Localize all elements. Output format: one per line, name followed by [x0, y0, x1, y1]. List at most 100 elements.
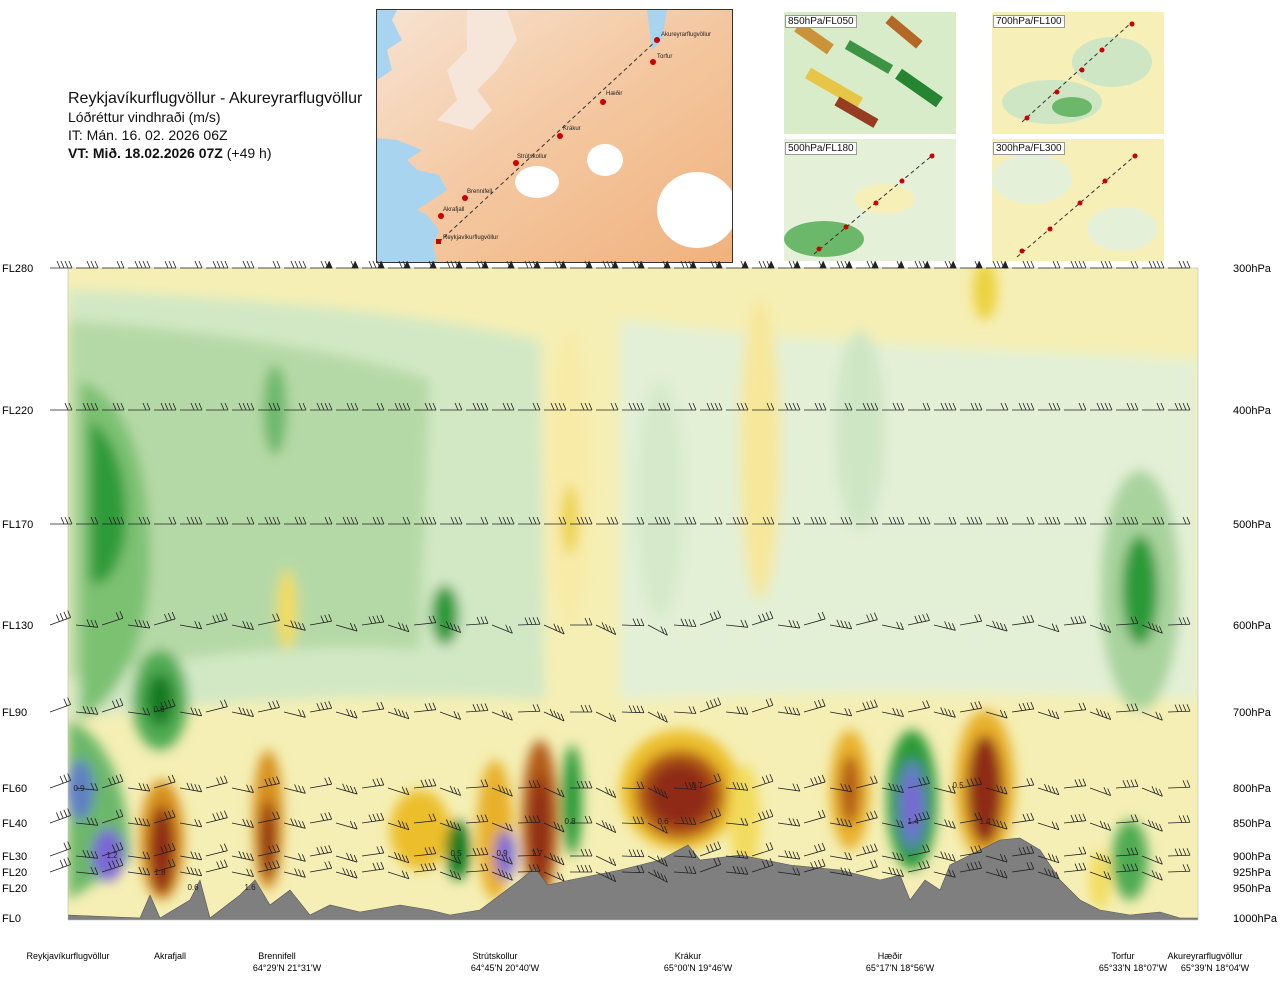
- wind-barb: [49, 773, 72, 789]
- wind-barb: [907, 860, 930, 873]
- wind-barb: [180, 516, 203, 525]
- wind-barb: [1090, 402, 1113, 411]
- wind-barb: [595, 870, 617, 883]
- location-name: Hæðir: [878, 951, 903, 961]
- value-label: 0.9: [73, 784, 85, 793]
- fl-label: FL280: [2, 263, 33, 275]
- value-label: 0.9: [496, 849, 508, 858]
- wind-barb: [621, 618, 645, 627]
- wind-barb: [1063, 862, 1087, 873]
- hpa-label: 500hPa: [1233, 519, 1272, 531]
- title-block: Reykjavíkurflugvöllur - Akureyrarflugvöl…: [68, 90, 362, 162]
- wind-barb: [362, 260, 385, 269]
- hpa-label: 925hPa: [1233, 867, 1272, 879]
- wind-barb: [1141, 711, 1163, 721]
- wind-barb: [1089, 852, 1112, 864]
- value-label: 0.5: [952, 781, 964, 790]
- wind-barb: [127, 817, 151, 827]
- wind-barb: [517, 617, 541, 626]
- wind-barb: [284, 260, 307, 269]
- wind-barb: [959, 614, 983, 626]
- wind-barb: [440, 402, 463, 411]
- wind-barb: [647, 822, 668, 834]
- wind-barb: [544, 402, 567, 411]
- wind-barb: [934, 260, 957, 269]
- wind-barb: [153, 698, 176, 713]
- wind-barb: [1141, 786, 1163, 797]
- wind-barb: [361, 812, 385, 824]
- wind-barb: [439, 869, 462, 880]
- wind-barb: [518, 516, 541, 525]
- wind-barb: [387, 820, 410, 831]
- wind-barb: [388, 516, 411, 525]
- value-label: 0.6: [153, 705, 165, 714]
- thumb-700hpa: 700hPa/FL100: [992, 12, 1164, 134]
- wind-barb: [154, 516, 177, 525]
- wind-barb: [725, 619, 749, 628]
- wind-barb: [49, 857, 72, 873]
- location-coord: 64°45'N 20°40'W: [471, 963, 540, 973]
- wind-barb: [985, 620, 1008, 632]
- wind-barb: [102, 516, 125, 525]
- wind-barb: [413, 702, 437, 713]
- location-coord: 64°29'N 21°31'W: [253, 963, 322, 973]
- wind-barb: [231, 620, 254, 630]
- wind-barb: [128, 402, 151, 411]
- location-name: Krákur: [675, 951, 702, 961]
- wind-barb: [907, 844, 930, 857]
- wind-barb: [491, 624, 513, 634]
- wind-barb: [1012, 402, 1035, 411]
- wind-barb: [102, 402, 125, 411]
- map-label-akrafjall: Akrafjall: [443, 207, 464, 213]
- wind-barb: [725, 781, 749, 791]
- wind-barb: [907, 811, 930, 824]
- wind-barb: [179, 851, 203, 861]
- wind-barb: [1011, 845, 1035, 857]
- value-label: 1.4: [907, 817, 919, 826]
- thumb-label-850: 850hPa/FL050: [785, 15, 857, 28]
- wind-barb: [283, 818, 306, 829]
- wind-barb: [491, 854, 513, 865]
- wind-barb: [959, 861, 983, 873]
- wind-barb: [985, 853, 1008, 863]
- wind-barb: [673, 850, 697, 858]
- wind-barb: [543, 787, 565, 798]
- wind-barb: [1168, 402, 1191, 411]
- wind-barb: [804, 260, 827, 269]
- wind-barb: [752, 260, 775, 269]
- wind-barb: [622, 260, 645, 269]
- wind-barb: [803, 774, 826, 789]
- wind-barb: [960, 260, 983, 269]
- wind-barb: [803, 698, 826, 713]
- wind-barb: [439, 785, 462, 796]
- wind-barb: [1038, 516, 1061, 525]
- wind-barb: [387, 786, 410, 796]
- wind-barb: [257, 776, 280, 789]
- wind-barb: [647, 624, 668, 636]
- wind-barb: [491, 868, 513, 881]
- wind-barb: [1037, 821, 1060, 831]
- wind-barb: [1037, 867, 1060, 880]
- issue-time: IT: Mán. 16. 02. 2026 06Z: [68, 127, 228, 143]
- wind-barb: [726, 516, 749, 525]
- wind-barb: [75, 705, 99, 715]
- hpa-label: 300hPa: [1233, 263, 1272, 275]
- wind-barb: [543, 852, 565, 866]
- wind-barb: [335, 622, 358, 632]
- wind-barb: [127, 866, 151, 876]
- wind-barb: [933, 707, 956, 718]
- wind-barb: [699, 610, 722, 626]
- wind-barb: [180, 260, 203, 269]
- wind-barb: [570, 848, 593, 857]
- wind-barb: [725, 850, 749, 859]
- wind-barb: [803, 611, 826, 626]
- wind-barb: [907, 700, 930, 713]
- wind-barb: [570, 516, 593, 525]
- wind-barb: [309, 861, 333, 873]
- wind-barb: [699, 857, 722, 873]
- wind-barb: [127, 851, 151, 860]
- wind-barb: [881, 866, 904, 877]
- wind-barb: [154, 260, 177, 269]
- wind-barb: [673, 618, 697, 627]
- wind-barb: [205, 699, 228, 713]
